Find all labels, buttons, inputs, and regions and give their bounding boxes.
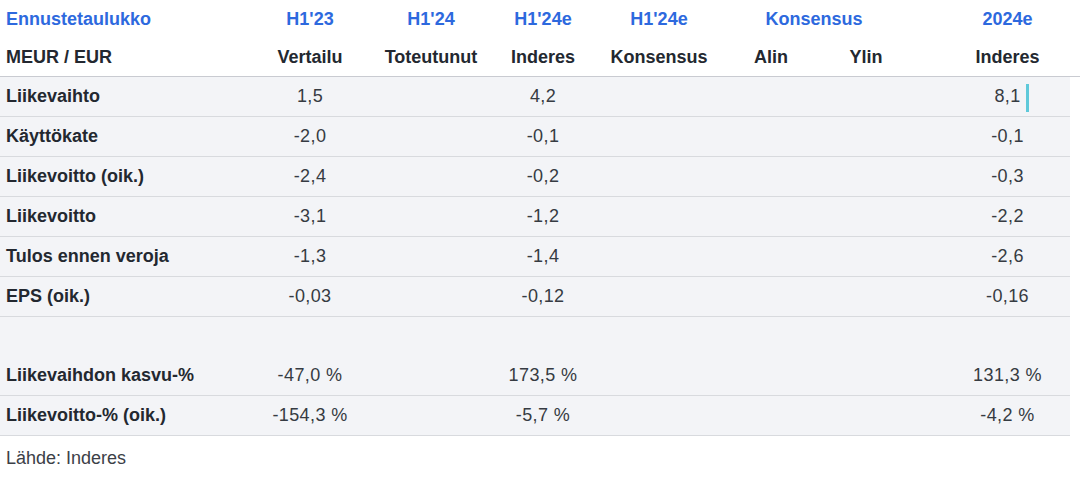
cell-vertailu: -2,4 bbox=[245, 166, 375, 187]
table-row-liikevoitto-oik: Liikevoitto (oik.) -2,4 -0,2 -0,3 bbox=[0, 157, 1070, 197]
forecast-table-page: Ennustetaulukko H1'23 H1'24 H1'24e H1'24… bbox=[0, 0, 1080, 480]
subheader-ylin: Ylin bbox=[823, 47, 909, 68]
header-h1-24: H1'24 bbox=[375, 9, 487, 30]
row-label: EPS (oik.) bbox=[0, 286, 245, 307]
cell-vertailu: -2,0 bbox=[245, 126, 375, 147]
cell-inderes-h1: -0,2 bbox=[487, 166, 599, 187]
subheader-inderes-h1: Inderes bbox=[487, 47, 599, 68]
header-konsensus-range: Konsensus bbox=[719, 9, 909, 30]
row-label: Liikevaihto bbox=[0, 86, 245, 107]
table-row-liikevoitto: Liikevoitto -3,1 -1,2 -2,2 bbox=[0, 197, 1070, 237]
table-row-liikevaihto: Liikevaihto 1,5 4,2 8,1 bbox=[0, 77, 1070, 117]
cell-inderes-2024: -2,2 bbox=[909, 206, 1070, 227]
header-2024e: 2024e bbox=[909, 9, 1070, 30]
header-sub-row: MEUR / EUR Vertailu Toteutunut Inderes K… bbox=[0, 38, 1070, 76]
subheader-inderes-2024: Inderes bbox=[909, 47, 1070, 68]
cell-vertailu: -1,3 bbox=[245, 246, 375, 267]
table-title: Ennustetaulukko bbox=[0, 9, 245, 30]
table-row-eps-oik: EPS (oik.) -0,03 -0,12 -0,16 bbox=[0, 277, 1070, 317]
cell-inderes-2024: -4,2 % bbox=[909, 405, 1070, 426]
cell-vertailu: -0,03 bbox=[245, 286, 375, 307]
table-body: Liikevaihto 1,5 4,2 8,1 Käyttökate -2,0 … bbox=[0, 77, 1080, 436]
row-label: Käyttökate bbox=[0, 126, 245, 147]
header-h1-23: H1'23 bbox=[245, 9, 375, 30]
empty-spacer-row bbox=[0, 317, 1070, 356]
cell-inderes-h1: -1,2 bbox=[487, 206, 599, 227]
table-footer: Lähde: Inderes bbox=[0, 436, 1070, 480]
cell-inderes-h1: -0,1 bbox=[487, 126, 599, 147]
row-label: Liikevoitto (oik.) bbox=[0, 166, 245, 187]
cell-inderes-h1: -1,4 bbox=[487, 246, 599, 267]
cell-inderes-2024: -0,1 bbox=[909, 126, 1070, 147]
cell-inderes-h1: 173,5 % bbox=[487, 365, 599, 386]
cell-vertailu: -154,3 % bbox=[245, 405, 375, 426]
subheader-konsensus: Konsensus bbox=[599, 47, 719, 68]
header-period-row: Ennustetaulukko H1'23 H1'24 H1'24e H1'24… bbox=[0, 0, 1070, 38]
cell-vertailu: -47,0 % bbox=[245, 365, 375, 386]
cell-inderes-2024: -0,16 bbox=[909, 286, 1070, 307]
header-h1-24e-konsensus: H1'24e bbox=[599, 9, 719, 30]
cell-inderes-2024: -0,3 bbox=[909, 166, 1070, 187]
cell-vertailu: -3,1 bbox=[245, 206, 375, 227]
cell-inderes-2024: 8,1 bbox=[909, 86, 1070, 107]
row-label: Liikevaihdon kasvu-% bbox=[0, 365, 245, 386]
header-h1-24e-inderes: H1'24e bbox=[487, 9, 599, 30]
row-label: Liikevoitto bbox=[0, 206, 245, 227]
table-row-tulos-ennen-veroja: Tulos ennen veroja -1,3 -1,4 -2,6 bbox=[0, 237, 1070, 277]
row-label: Tulos ennen veroja bbox=[0, 246, 245, 267]
source-label: Lähde: Inderes bbox=[6, 448, 126, 469]
text-cursor-marker bbox=[1026, 84, 1029, 112]
cell-vertailu: 1,5 bbox=[245, 86, 375, 107]
cell-inderes-h1: 4,2 bbox=[487, 86, 599, 107]
cell-inderes-h1: -5,7 % bbox=[487, 405, 599, 426]
subheader-vertailu: Vertailu bbox=[245, 47, 375, 68]
row-label: Liikevoitto-% (oik.) bbox=[0, 405, 245, 426]
table-row-liikevaihdon-kasvu: Liikevaihdon kasvu-% -47,0 % 173,5 % 131… bbox=[0, 356, 1070, 396]
table-row-kayttokate: Käyttökate -2,0 -0,1 -0,1 bbox=[0, 117, 1070, 157]
subheader-toteutunut: Toteutunut bbox=[375, 47, 487, 68]
cell-inderes-2024: -2,6 bbox=[909, 246, 1070, 267]
cell-inderes-h1: -0,12 bbox=[487, 286, 599, 307]
subheader-alin: Alin bbox=[719, 47, 823, 68]
table-header: Ennustetaulukko H1'23 H1'24 H1'24e H1'24… bbox=[0, 0, 1080, 77]
table-row-liikevoitto-pct-oik: Liikevoitto-% (oik.) -154,3 % -5,7 % -4,… bbox=[0, 396, 1070, 436]
unit-label: MEUR / EUR bbox=[0, 47, 245, 68]
cell-inderes-2024: 131,3 % bbox=[909, 365, 1070, 386]
